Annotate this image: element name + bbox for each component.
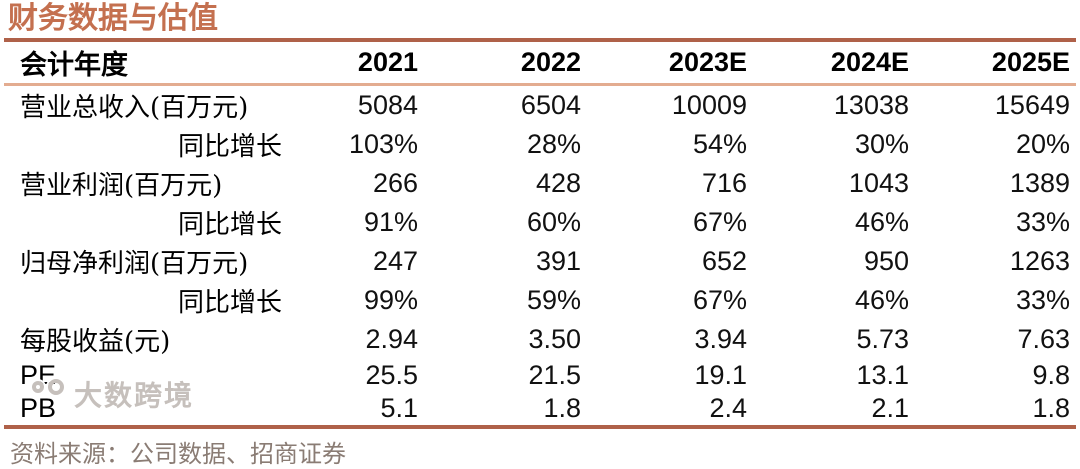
cell-value: 3.50 [528,324,581,354]
cell-value: 1043 [848,168,909,198]
table-header-row: 会计年度 2021 2022 2023E 2024E 2025E [4,40,1076,86]
table-row: 同比增长 103% 28% 54% 30% 20% [4,125,1076,164]
cell-value: 3.94 [694,324,747,354]
table-row: 同比增长 91% 60% 67% 46% 33% [4,203,1076,242]
cell-value: 2.94 [365,324,418,354]
year-header: 2021 [306,40,424,86]
cell-value: 28% [526,129,581,159]
cell-value: 391 [535,246,581,276]
report-table-page: 财务数据与估值 会计年度 2021 2022 2023E 2024E 2025E 营业总… [4,1,1076,468]
cell-value: 13038 [833,90,909,120]
cell-value: 30% [854,129,909,159]
year-header: 2022 [424,40,587,86]
row-label: 归母净利润(百万元) [20,249,249,279]
header-fiscal-year: 会计年度 [4,40,306,86]
row-label: 营业总收入(百万元) [20,93,249,123]
page-title: 财务数据与估值 [8,1,218,36]
table-row: PB 5.1 1.8 2.4 2.1 1.8 [4,392,1076,427]
table-row: 每股收益(元) 2.94 3.50 3.94 5.73 7.63 [4,320,1076,359]
cell-value: 21.5 [528,360,581,390]
cell-value: 2.1 [871,393,909,423]
cell-value: 7.63 [1017,324,1070,354]
cell-value: 60% [526,207,581,237]
cell-value: 15649 [994,90,1070,120]
cell-value: 5084 [357,90,418,120]
cell-value: 950 [863,246,909,276]
cell-value: 1263 [1009,246,1070,276]
cell-value: 428 [535,168,581,198]
year-header: 2025E [915,40,1076,86]
cell-value: 6504 [520,90,581,120]
table-row: PE 25.5 21.5 19.1 13.1 9.8 [4,359,1076,392]
cell-value: 5.73 [856,324,909,354]
row-label: 同比增长 [177,210,282,240]
cell-value: 54% [692,129,747,159]
cell-value: 59% [526,285,581,315]
cell-value: 10009 [671,90,747,120]
year-header: 2023E [587,40,753,86]
cell-value: 9.8 [1032,360,1070,390]
row-label: 每股收益(元) [20,327,171,357]
cell-value: 652 [701,246,747,276]
row-label: 同比增长 [177,132,282,162]
source-note: 资料来源：公司数据、招商证券 [10,440,346,468]
row-label: 营业利润(百万元) [20,171,223,201]
cell-value: 91% [363,207,418,237]
table-row: 归母净利润(百万元) 247 391 652 950 1263 [4,242,1076,281]
table-row: 营业总收入(百万元) 5084 6504 10009 13038 15649 [4,85,1076,126]
cell-value: 5.1 [380,393,418,423]
cell-value: 1.8 [1032,393,1070,423]
financial-table: 会计年度 2021 2022 2023E 2024E 2025E 营业总收入(百万元) 5… [4,38,1076,429]
cell-value: 716 [701,168,747,198]
cell-value: 266 [372,168,418,198]
table-body: 营业总收入(百万元) 5084 6504 10009 13038 15649 同比增长 103… [4,85,1076,428]
cell-value: 46% [854,285,909,315]
cell-value: 103% [348,129,418,159]
year-header: 2024E [753,40,915,86]
cell-value: 1.8 [543,393,581,423]
cell-value: 247 [372,246,418,276]
row-label: PB [20,393,57,423]
cell-value: 46% [854,207,909,237]
table-row: 营业利润(百万元) 266 428 716 1043 1389 [4,164,1076,203]
row-label: PE [20,360,57,390]
cell-value: 2.4 [709,393,747,423]
cell-value: 33% [1015,207,1070,237]
cell-value: 19.1 [694,360,747,390]
cell-value: 67% [692,207,747,237]
cell-value: 25.5 [365,360,418,390]
row-label: 同比增长 [177,288,282,318]
cell-value: 67% [692,285,747,315]
cell-value: 13.1 [856,360,909,390]
cell-value: 99% [363,285,418,315]
cell-value: 33% [1015,285,1070,315]
table-row: 同比增长 99% 59% 67% 46% 33% [4,281,1076,320]
cell-value: 20% [1015,129,1070,159]
cell-value: 1389 [1009,168,1070,198]
